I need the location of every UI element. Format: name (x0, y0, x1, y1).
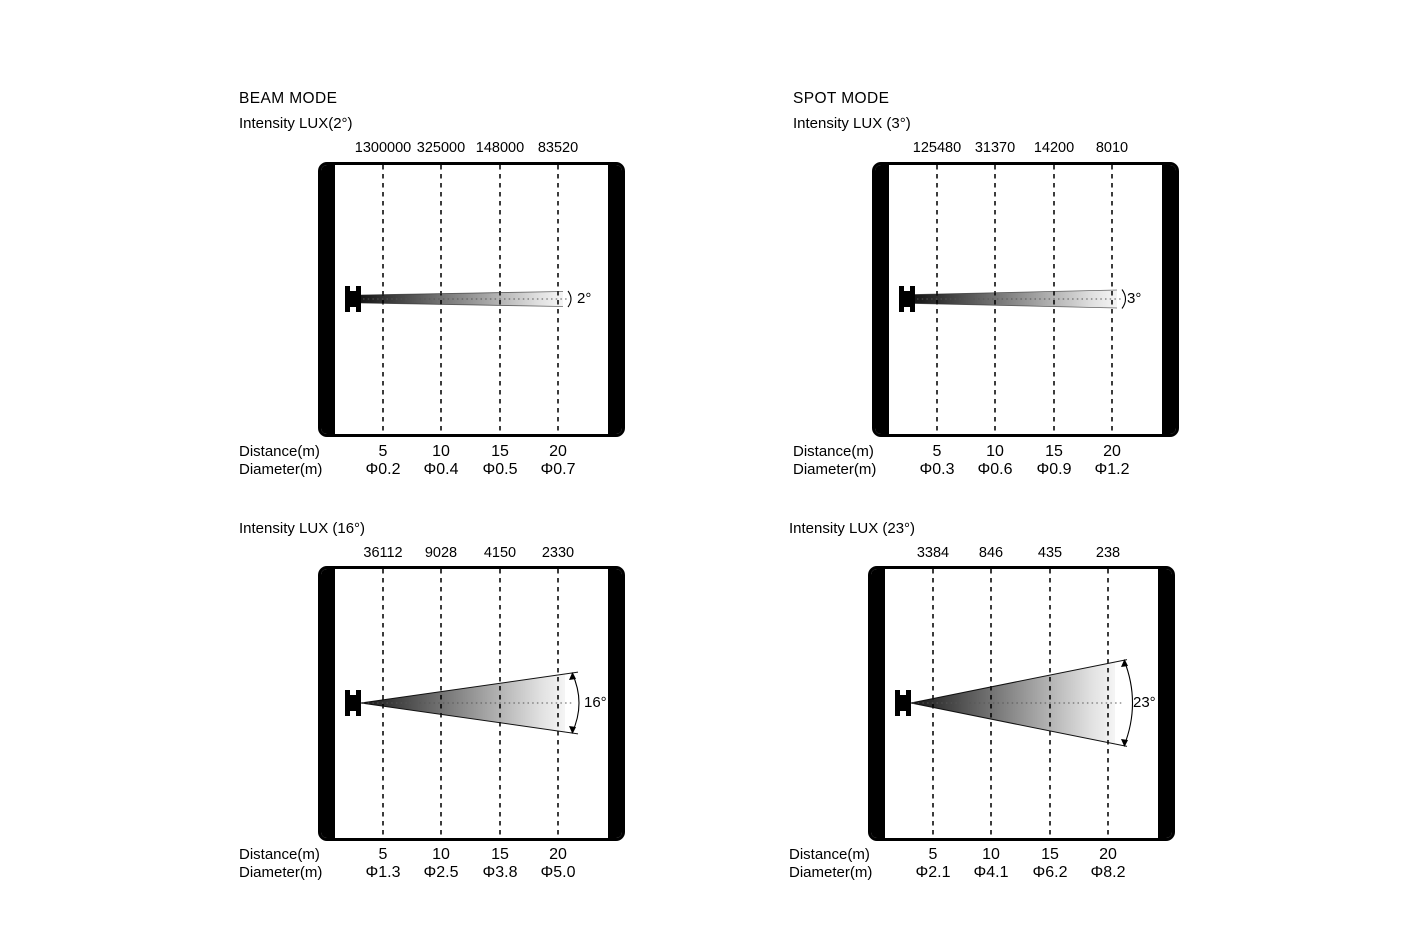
intensity-value: 83520 (537, 140, 579, 156)
panel-right-wall (1158, 569, 1172, 838)
beam-cone-graphic (345, 671, 580, 735)
distance-row: Distance(m) 5 10 15 20 (239, 846, 669, 866)
intensity-values-row: 125480 31370 14200 8010 (793, 140, 1223, 160)
intensity-values-row: 3384 846 435 238 (789, 545, 1219, 565)
intensity-value: 125480 (912, 140, 962, 156)
beam-cone-graphic (895, 659, 1134, 747)
mode-title: SPOT MODE (793, 90, 890, 107)
diameter-row: Diameter(m) Φ0.3 Φ0.6 Φ0.9 Φ1.2 (793, 461, 1223, 481)
distance-row: Distance(m) 5 10 15 20 (789, 846, 1219, 866)
diameter-value: Φ2.1 (915, 864, 951, 881)
diameter-row: Diameter(m) Φ1.3 Φ2.5 Φ3.8 Φ5.0 (239, 864, 669, 884)
distance-value: 10 (986, 443, 1004, 460)
panel-right-wall (608, 165, 622, 434)
distance-axis-label: Distance(m) (239, 443, 320, 460)
diameter-value: Φ0.9 (1036, 461, 1072, 478)
distance-axis-label: Distance(m) (239, 846, 320, 863)
beam-panel: 3° (872, 162, 1179, 437)
diameter-value: Φ5.0 (540, 864, 576, 881)
intensity-value: 36112 (363, 545, 403, 561)
beam-panel: 16° (318, 566, 625, 841)
diameter-value: Φ4.1 (973, 864, 1009, 881)
mode-title: BEAM MODE (239, 90, 338, 107)
diameter-value: Φ0.4 (423, 461, 459, 478)
panel-right-wall (1162, 165, 1176, 434)
beam-mode-2deg-chart: BEAM MODE Intensity LUX(2°) 1300000 3250… (239, 90, 669, 490)
intensity-value: 4150 (483, 545, 517, 561)
distance-value: 20 (1099, 846, 1117, 863)
diameter-value: Φ8.2 (1090, 864, 1126, 881)
distance-value: 5 (932, 443, 942, 460)
intensity-value: 9028 (424, 545, 458, 561)
distance-value: 5 (928, 846, 938, 863)
intensity-axis-label: Intensity LUX (16°) (239, 520, 366, 537)
panel-left-wall (321, 569, 335, 838)
panel-left-wall (875, 165, 889, 434)
distance-row: Distance(m) 5 10 15 20 (239, 443, 669, 463)
diameter-value: Φ6.2 (1032, 864, 1068, 881)
intensity-value: 1300000 (354, 140, 412, 156)
beam-angle-label: 2° (577, 290, 592, 307)
beam-angle-label: 16° (584, 694, 607, 711)
intensity-axis-label: Intensity LUX(2°) (239, 115, 353, 132)
beam-panel: 2° (318, 162, 625, 437)
distance-value: 15 (1041, 846, 1059, 863)
panel-left-wall (321, 165, 335, 434)
distance-value: 10 (432, 443, 450, 460)
intensity-value: 8010 (1095, 140, 1129, 156)
intensity-value: 3384 (916, 545, 950, 561)
distance-value: 10 (432, 846, 450, 863)
beam-panel: 23° (868, 566, 1175, 841)
distance-row: Distance(m) 5 10 15 20 (793, 443, 1223, 463)
distance-value: 15 (1045, 443, 1063, 460)
beam-mode-16deg-chart: Intensity LUX (16°) 36112 9028 4150 2330… (239, 520, 669, 920)
spot-mode-23deg-chart: Intensity LUX (23°) 3384 846 435 238 23°… (789, 520, 1219, 920)
diameter-value: Φ3.8 (482, 864, 518, 881)
diameter-row: Diameter(m) Φ2.1 Φ4.1 Φ6.2 Φ8.2 (789, 864, 1219, 884)
distance-value: 15 (491, 443, 509, 460)
distance-value: 5 (378, 443, 388, 460)
intensity-value: 2330 (541, 545, 575, 561)
intensity-value: 435 (1037, 545, 1063, 561)
spot-mode-3deg-chart: SPOT MODE Intensity LUX (3°) 125480 3137… (793, 90, 1223, 490)
intensity-value: 238 (1095, 545, 1121, 561)
diameter-value: Φ0.3 (919, 461, 955, 478)
intensity-axis-label: Intensity LUX (23°) (789, 520, 916, 537)
diameter-axis-label: Diameter(m) (239, 864, 323, 881)
intensity-value: 14200 (1033, 140, 1075, 156)
intensity-values-row: 1300000 325000 148000 83520 (239, 140, 669, 160)
diameter-value: Φ0.7 (540, 461, 576, 478)
panel-right-wall (608, 569, 622, 838)
intensity-value: 325000 (416, 140, 466, 156)
diameter-value: Φ1.2 (1094, 461, 1130, 478)
beam-angle-label: 23° (1133, 694, 1156, 711)
intensity-values-row: 36112 9028 4150 2330 (239, 545, 669, 565)
intensity-value: 31370 (974, 140, 1016, 156)
distance-value: 5 (378, 846, 388, 863)
diameter-value: Φ0.5 (482, 461, 518, 478)
distance-value: 20 (549, 846, 567, 863)
distance-value: 10 (982, 846, 1000, 863)
diameter-axis-label: Diameter(m) (789, 864, 873, 881)
diameter-axis-label: Diameter(m) (793, 461, 877, 478)
intensity-axis-label: Intensity LUX (3°) (793, 115, 911, 132)
diameter-value: Φ0.2 (365, 461, 401, 478)
diameter-value: Φ1.3 (365, 864, 401, 881)
diameter-row: Diameter(m) Φ0.2 Φ0.4 Φ0.5 Φ0.7 (239, 461, 669, 481)
beam-angle-label: 3° (1127, 290, 1142, 307)
beam-cone-graphic (345, 286, 572, 312)
panel-left-wall (871, 569, 885, 838)
intensity-value: 148000 (475, 140, 525, 156)
diameter-axis-label: Diameter(m) (239, 461, 323, 478)
diameter-value: Φ2.5 (423, 864, 459, 881)
distance-value: 20 (1103, 443, 1121, 460)
distance-value: 20 (549, 443, 567, 460)
intensity-value: 846 (978, 545, 1004, 561)
diameter-value: Φ0.6 (977, 461, 1013, 478)
beam-cone-graphic (899, 286, 1127, 312)
distance-axis-label: Distance(m) (793, 443, 874, 460)
distance-value: 15 (491, 846, 509, 863)
distance-axis-label: Distance(m) (789, 846, 870, 863)
